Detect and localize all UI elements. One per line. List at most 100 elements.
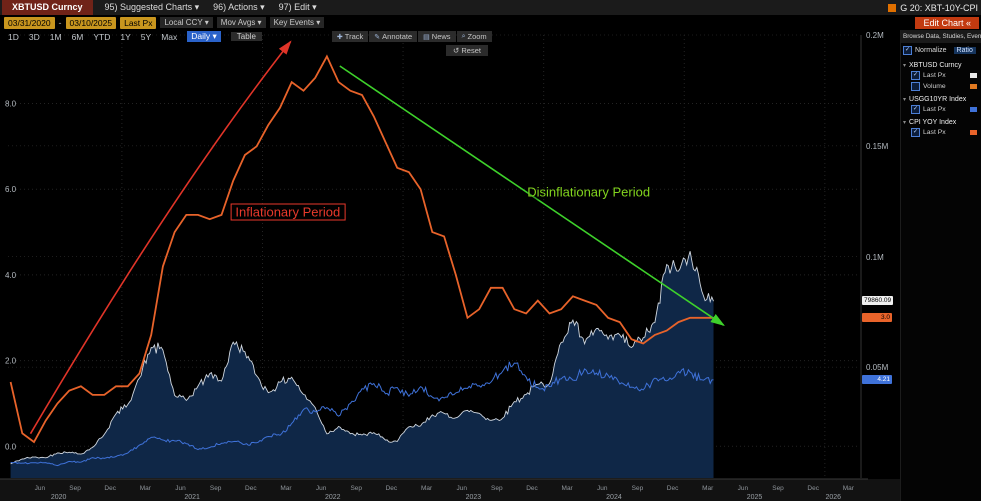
series-color-swatch [970, 84, 977, 89]
legend-group-xbtusd[interactable]: ▾ XBTUSD Curncy [901, 58, 981, 70]
x-axis-month-label: Sep [350, 485, 362, 492]
legend-item[interactable]: ✓ Last Px [901, 70, 981, 81]
legend-group-name: USGG10YR Index [909, 96, 967, 103]
annotation-label[interactable]: Disinflationary Period [527, 184, 651, 200]
y-axis-left-label: 2.0 [5, 357, 17, 366]
top-menu-bar: XBTUSD Curncy 95) Suggested Charts ▾ 96) … [0, 0, 981, 15]
date-separator: - [58, 17, 62, 28]
annotation-label[interactable]: Inflationary Period [230, 203, 346, 221]
date-to-input[interactable]: 03/10/2025 [65, 16, 117, 29]
chart-settings-bar: 03/31/2020 - 03/10/2025 Last Px Local CC… [0, 15, 981, 30]
y-axis-right-label: 0.05M [866, 363, 889, 373]
x-axis-year-label: 2024 [606, 494, 622, 501]
tool-track[interactable]: ✚ Track [331, 31, 369, 42]
x-axis-month-label: Mar [702, 485, 714, 492]
news-icon: ▤ [423, 33, 430, 41]
x-axis-month-label: Mar [421, 485, 433, 492]
legend-item-checkbox[interactable] [911, 82, 920, 91]
zoom-icon: ⌕ [461, 32, 466, 40]
period-1d[interactable]: 1D [8, 31, 19, 42]
y-axis-left-label: 6.0 [5, 185, 17, 194]
legend-item[interactable]: Volume [901, 81, 981, 92]
security-tab[interactable]: XBTUSD Curncy [2, 0, 93, 15]
ratio-button[interactable]: Ratio [953, 47, 976, 54]
x-axis-year-label: 2021 [184, 494, 200, 501]
chevron-down-icon: ▾ [903, 97, 907, 103]
tool-annotate[interactable]: ✎ Annotate [369, 31, 418, 42]
legend-group-name: CPI YOY Index [909, 119, 957, 126]
data-browser-panel: Browse Data, Studies, Events, etc ✓ Norm… [900, 30, 981, 501]
field-select[interactable]: Last Px [120, 16, 157, 29]
x-axis-month-label: Jun [456, 485, 467, 492]
period-1y[interactable]: 1Y [120, 31, 131, 42]
series-color-swatch [970, 73, 977, 78]
currency-select[interactable]: Local CCY ▾ [160, 17, 213, 28]
edit-chart-button[interactable]: Edit Chart « [915, 16, 979, 29]
last-price-flag: 3.0 [862, 312, 892, 322]
y-axis-left-label: 8.0 [5, 100, 17, 109]
legend-group-name: XBTUSD Curncy [909, 62, 962, 69]
x-axis-month-label: Sep [210, 485, 222, 492]
tool-label: Track [344, 32, 364, 41]
y-axis-left-label: 4.0 [5, 271, 17, 280]
chart-name: G 20: XBT-10Y-CPI [900, 2, 978, 13]
chevron-down-icon: ▾ [903, 120, 907, 126]
period-ytd[interactable]: YTD [93, 31, 111, 42]
legend-item-label: Last Px [923, 72, 946, 79]
mov-avgs-select[interactable]: Mov Avgs ▾ [216, 17, 266, 28]
x-axis-year-label: 2022 [325, 494, 341, 501]
chart-title-area: G 20: XBT-10Y-CPI [888, 3, 981, 13]
chevron-down-icon: ▾ [903, 63, 907, 69]
frequency-select[interactable]: Daily ▾ [187, 31, 221, 42]
period-6m[interactable]: 6M [71, 31, 84, 42]
tool-label: News [431, 32, 451, 41]
x-axis-month-label: Dec [245, 485, 257, 492]
period-5y[interactable]: 5Y [140, 31, 152, 42]
normalize-checkbox[interactable]: ✓ [903, 46, 912, 55]
x-axis-year-label: 2026 [825, 494, 841, 501]
date-from-input[interactable]: 03/31/2020 [4, 16, 55, 29]
x-axis-month-label: Mar [562, 485, 574, 492]
chart-icon [888, 3, 897, 12]
x-axis-month-label: Sep [491, 485, 503, 492]
y-axis-left-label: 0.0 [5, 442, 17, 451]
key-events-select[interactable]: Key Events ▾ [269, 17, 325, 28]
reset-button[interactable]: ↺ Reset [446, 45, 488, 56]
normalize-label: Normalize [915, 47, 947, 54]
period-1m[interactable]: 1M [49, 31, 62, 42]
menu-item-1[interactable]: 96) Actions ▾ [213, 2, 265, 12]
tool-label: Zoom [467, 32, 487, 41]
annotation-arrow[interactable] [29, 40, 292, 435]
legend-group-cpi[interactable]: ▾ CPI YOY Index [901, 115, 981, 127]
legend-group-usgg10yr[interactable]: ▾ USGG10YR Index [901, 92, 981, 104]
legend-item[interactable]: ✓ Last Px [901, 127, 981, 138]
menu-item-0[interactable]: 95) Suggested Charts ▾ [104, 2, 200, 12]
legend-item-checkbox[interactable]: ✓ [911, 71, 920, 80]
track-icon: ✚ [336, 33, 343, 41]
last-price-flag: 4.21 [862, 374, 892, 384]
legend-item-label: Last Px [923, 106, 946, 113]
legend-item-checkbox[interactable]: ✓ [911, 105, 920, 114]
tool-news[interactable]: ▤ News [418, 31, 456, 42]
period-buttons: 1D 3D 1M 6M YTD 1Y 5Y Max [8, 32, 177, 42]
period-max[interactable]: Max [161, 31, 178, 42]
legend-item[interactable]: ✓ Last Px [901, 104, 981, 115]
series-area-0 [10, 251, 714, 478]
tool-zoom[interactable]: ⌕ Zoom [456, 31, 492, 42]
y-axis-right-label: 0.1M [866, 252, 884, 262]
series-line-0 [10, 251, 714, 465]
table-button[interactable]: Table [230, 32, 262, 41]
menu-item-2[interactable]: 97) Edit ▾ [278, 2, 317, 12]
annotation-arrow[interactable] [339, 65, 725, 327]
price-chart[interactable]: 8.0 6.0 4.0 2.0 0.0 Jun Sep Dec Mar Jun Sep Dec Mar J… [0, 30, 900, 501]
browse-search-input[interactable]: Browse Data, Studies, Events, etc [901, 30, 981, 43]
legend-item-checkbox[interactable]: ✓ [911, 128, 920, 137]
x-axis-month-label: Sep [772, 485, 784, 492]
x-axis-month-label: Mar [140, 485, 152, 492]
series-color-swatch [970, 107, 977, 112]
chart-area[interactable]: 8.0 6.0 4.0 2.0 0.0 Jun Sep Dec Mar Jun Sep Dec Mar J… [0, 30, 900, 501]
x-axis-month-label: Jun [316, 485, 327, 492]
period-3d[interactable]: 3D [28, 31, 40, 42]
legend-item-label: Last Px [923, 129, 946, 136]
x-axis-month-label: Sep [632, 485, 644, 492]
